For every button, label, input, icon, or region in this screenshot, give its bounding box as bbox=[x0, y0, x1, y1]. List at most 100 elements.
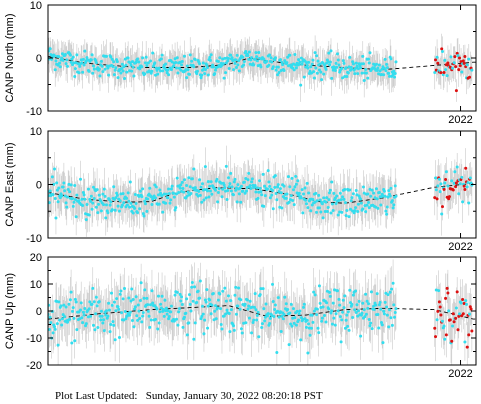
data-point bbox=[317, 331, 321, 335]
data-point bbox=[293, 316, 297, 320]
data-point bbox=[320, 316, 324, 320]
data-point bbox=[63, 315, 67, 319]
data-point bbox=[154, 185, 158, 189]
data-point bbox=[226, 294, 230, 298]
data-point bbox=[121, 69, 125, 73]
data-point bbox=[392, 303, 396, 307]
data-point bbox=[60, 194, 64, 198]
data-point bbox=[110, 57, 114, 61]
data-point bbox=[73, 198, 77, 202]
data-point bbox=[138, 207, 142, 211]
data-point bbox=[150, 289, 154, 293]
data-point bbox=[65, 58, 69, 62]
data-point bbox=[141, 212, 145, 216]
data-point bbox=[143, 199, 147, 203]
data-point bbox=[111, 320, 115, 324]
data-point bbox=[180, 295, 184, 299]
data-point bbox=[236, 304, 240, 308]
data-point bbox=[393, 184, 397, 188]
data-point bbox=[263, 184, 267, 188]
data-point bbox=[186, 190, 190, 194]
data-point bbox=[380, 321, 384, 325]
data-point bbox=[64, 201, 68, 205]
data-point bbox=[117, 307, 121, 311]
data-point bbox=[255, 318, 259, 322]
recent-data-point bbox=[433, 326, 437, 330]
data-point bbox=[440, 50, 444, 54]
data-point bbox=[80, 61, 84, 65]
data-point bbox=[299, 338, 303, 342]
data-point bbox=[56, 200, 60, 204]
data-point bbox=[363, 315, 367, 319]
recent-data-point bbox=[461, 59, 465, 63]
data-point bbox=[351, 60, 355, 64]
data-point bbox=[201, 312, 205, 316]
data-point bbox=[393, 72, 397, 76]
data-point bbox=[311, 197, 315, 201]
data-point bbox=[188, 53, 192, 57]
data-point bbox=[210, 192, 214, 196]
data-point bbox=[103, 194, 107, 198]
data-point bbox=[73, 297, 77, 301]
data-point bbox=[124, 317, 128, 321]
data-point bbox=[461, 200, 465, 204]
data-point bbox=[190, 280, 194, 284]
data-point bbox=[327, 51, 331, 55]
data-point bbox=[247, 316, 251, 320]
data-point bbox=[262, 307, 266, 311]
data-point bbox=[315, 210, 319, 214]
data-point bbox=[356, 202, 360, 206]
data-point bbox=[367, 206, 371, 210]
data-point bbox=[229, 171, 233, 175]
data-point bbox=[99, 59, 103, 63]
data-point bbox=[367, 318, 371, 322]
data-point bbox=[67, 302, 71, 306]
data-point bbox=[338, 315, 342, 319]
data-point bbox=[273, 185, 277, 189]
data-point bbox=[335, 289, 339, 293]
data-point bbox=[259, 190, 263, 194]
data-point bbox=[187, 321, 191, 325]
data-point bbox=[182, 315, 186, 319]
data-point bbox=[296, 179, 300, 183]
data-point bbox=[81, 203, 85, 207]
data-point bbox=[309, 209, 313, 213]
data-point bbox=[203, 72, 207, 76]
data-point bbox=[283, 59, 287, 63]
data-point bbox=[106, 211, 110, 215]
data-point bbox=[339, 198, 343, 202]
data-point bbox=[454, 306, 458, 310]
data-point bbox=[359, 201, 363, 205]
data-point bbox=[255, 59, 259, 63]
data-point bbox=[297, 191, 301, 195]
data-point bbox=[268, 196, 272, 200]
data-point bbox=[369, 194, 373, 198]
data-point bbox=[88, 300, 92, 304]
data-point bbox=[300, 188, 304, 192]
data-point bbox=[264, 302, 268, 306]
data-point bbox=[287, 343, 291, 347]
data-point bbox=[442, 324, 446, 328]
data-point bbox=[157, 202, 161, 206]
data-point bbox=[319, 70, 323, 74]
data-point bbox=[193, 285, 197, 289]
recent-data-point bbox=[469, 307, 473, 311]
data-point bbox=[348, 288, 352, 292]
data-point bbox=[385, 66, 389, 70]
data-point bbox=[237, 192, 241, 196]
data-point bbox=[274, 68, 278, 72]
data-point bbox=[148, 186, 152, 190]
data-point bbox=[240, 331, 244, 335]
data-point bbox=[266, 312, 270, 316]
data-point bbox=[74, 215, 78, 219]
data-point bbox=[173, 293, 177, 297]
recent-data-point bbox=[434, 58, 438, 62]
data-point bbox=[253, 292, 257, 296]
data-point bbox=[167, 187, 171, 191]
data-point bbox=[354, 206, 358, 210]
data-point bbox=[243, 191, 247, 195]
data-point bbox=[180, 59, 184, 63]
data-point bbox=[172, 319, 176, 323]
data-point bbox=[387, 71, 391, 75]
data-point bbox=[106, 314, 110, 318]
